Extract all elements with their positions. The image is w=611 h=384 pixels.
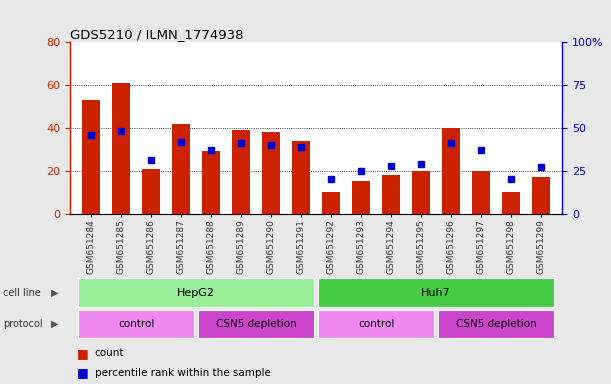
Bar [318, 278, 554, 307]
Text: Huh7: Huh7 [421, 288, 451, 298]
Bar [532, 177, 550, 214]
Text: ■: ■ [76, 366, 88, 379]
Text: ■: ■ [76, 347, 88, 359]
Text: ▶: ▶ [51, 319, 58, 329]
Text: count: count [95, 348, 124, 358]
Bar [202, 151, 220, 214]
Bar [352, 181, 370, 214]
Bar [262, 132, 280, 214]
Bar [318, 310, 434, 338]
Bar [382, 175, 400, 214]
Bar [232, 130, 251, 214]
Bar [322, 192, 340, 214]
Bar [472, 170, 490, 214]
Text: CSN5 depletion: CSN5 depletion [216, 319, 296, 329]
Bar [198, 310, 315, 338]
Bar [412, 170, 430, 214]
Text: GDS5210 / ILMN_1774938: GDS5210 / ILMN_1774938 [70, 28, 244, 41]
Text: protocol: protocol [3, 319, 43, 329]
Bar [438, 310, 554, 338]
Text: control: control [118, 319, 155, 329]
Text: CSN5 depletion: CSN5 depletion [456, 319, 536, 329]
Text: percentile rank within the sample: percentile rank within the sample [95, 368, 271, 378]
Text: ▶: ▶ [51, 288, 58, 298]
Bar [442, 128, 460, 214]
Bar [142, 169, 160, 214]
Text: HepG2: HepG2 [177, 288, 215, 298]
Bar [112, 83, 130, 214]
Text: cell line: cell line [3, 288, 41, 298]
Bar [78, 278, 315, 307]
Bar [172, 124, 190, 214]
Bar [292, 141, 310, 214]
Text: control: control [358, 319, 394, 329]
Bar [502, 192, 520, 214]
Bar [82, 100, 100, 214]
Bar [78, 310, 194, 338]
